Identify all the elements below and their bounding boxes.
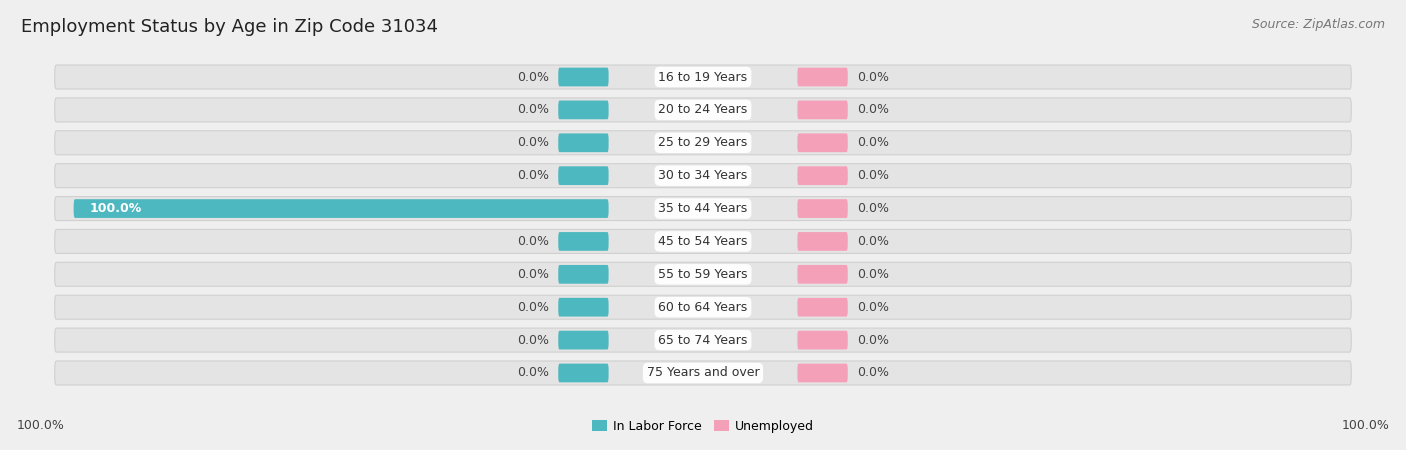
Legend: In Labor Force, Unemployed: In Labor Force, Unemployed [586,414,820,438]
Text: 60 to 64 Years: 60 to 64 Years [658,301,748,314]
FancyBboxPatch shape [797,100,848,119]
Text: 0.0%: 0.0% [858,301,889,314]
Text: 65 to 74 Years: 65 to 74 Years [658,333,748,346]
Text: 0.0%: 0.0% [517,366,548,379]
FancyBboxPatch shape [55,230,1351,253]
Text: 35 to 44 Years: 35 to 44 Years [658,202,748,215]
FancyBboxPatch shape [797,166,848,185]
Text: Source: ZipAtlas.com: Source: ZipAtlas.com [1251,18,1385,31]
FancyBboxPatch shape [797,265,848,284]
Text: 100.0%: 100.0% [1341,419,1389,432]
FancyBboxPatch shape [558,68,609,86]
FancyBboxPatch shape [55,98,1351,122]
Text: 0.0%: 0.0% [858,71,889,84]
Text: 16 to 19 Years: 16 to 19 Years [658,71,748,84]
FancyBboxPatch shape [797,68,848,86]
FancyBboxPatch shape [558,232,609,251]
FancyBboxPatch shape [55,295,1351,319]
FancyBboxPatch shape [558,100,609,119]
Text: 0.0%: 0.0% [858,235,889,248]
FancyBboxPatch shape [55,164,1351,188]
Text: 100.0%: 100.0% [17,419,65,432]
Text: 0.0%: 0.0% [517,169,548,182]
FancyBboxPatch shape [55,328,1351,352]
FancyBboxPatch shape [55,262,1351,286]
Text: Employment Status by Age in Zip Code 31034: Employment Status by Age in Zip Code 310… [21,18,439,36]
Text: 25 to 29 Years: 25 to 29 Years [658,136,748,149]
FancyBboxPatch shape [558,364,609,382]
FancyBboxPatch shape [558,265,609,284]
FancyBboxPatch shape [55,361,1351,385]
Text: 75 Years and over: 75 Years and over [647,366,759,379]
Text: 0.0%: 0.0% [517,268,548,281]
FancyBboxPatch shape [797,298,848,317]
FancyBboxPatch shape [797,364,848,382]
FancyBboxPatch shape [558,133,609,152]
FancyBboxPatch shape [558,298,609,317]
FancyBboxPatch shape [73,199,609,218]
Text: 20 to 24 Years: 20 to 24 Years [658,104,748,117]
Text: 0.0%: 0.0% [858,169,889,182]
Text: 0.0%: 0.0% [858,136,889,149]
Text: 100.0%: 100.0% [90,202,142,215]
Text: 0.0%: 0.0% [517,71,548,84]
Text: 0.0%: 0.0% [858,202,889,215]
FancyBboxPatch shape [55,65,1351,89]
Text: 55 to 59 Years: 55 to 59 Years [658,268,748,281]
Text: 0.0%: 0.0% [858,366,889,379]
Text: 0.0%: 0.0% [858,333,889,346]
FancyBboxPatch shape [558,166,609,185]
FancyBboxPatch shape [55,197,1351,220]
FancyBboxPatch shape [797,232,848,251]
Text: 30 to 34 Years: 30 to 34 Years [658,169,748,182]
FancyBboxPatch shape [55,131,1351,155]
FancyBboxPatch shape [797,133,848,152]
Text: 0.0%: 0.0% [517,333,548,346]
Text: 0.0%: 0.0% [858,268,889,281]
Text: 0.0%: 0.0% [517,136,548,149]
Text: 0.0%: 0.0% [858,104,889,117]
Text: 0.0%: 0.0% [517,235,548,248]
Text: 0.0%: 0.0% [517,301,548,314]
Text: 0.0%: 0.0% [517,104,548,117]
FancyBboxPatch shape [797,199,848,218]
Text: 45 to 54 Years: 45 to 54 Years [658,235,748,248]
FancyBboxPatch shape [797,331,848,350]
FancyBboxPatch shape [558,331,609,350]
